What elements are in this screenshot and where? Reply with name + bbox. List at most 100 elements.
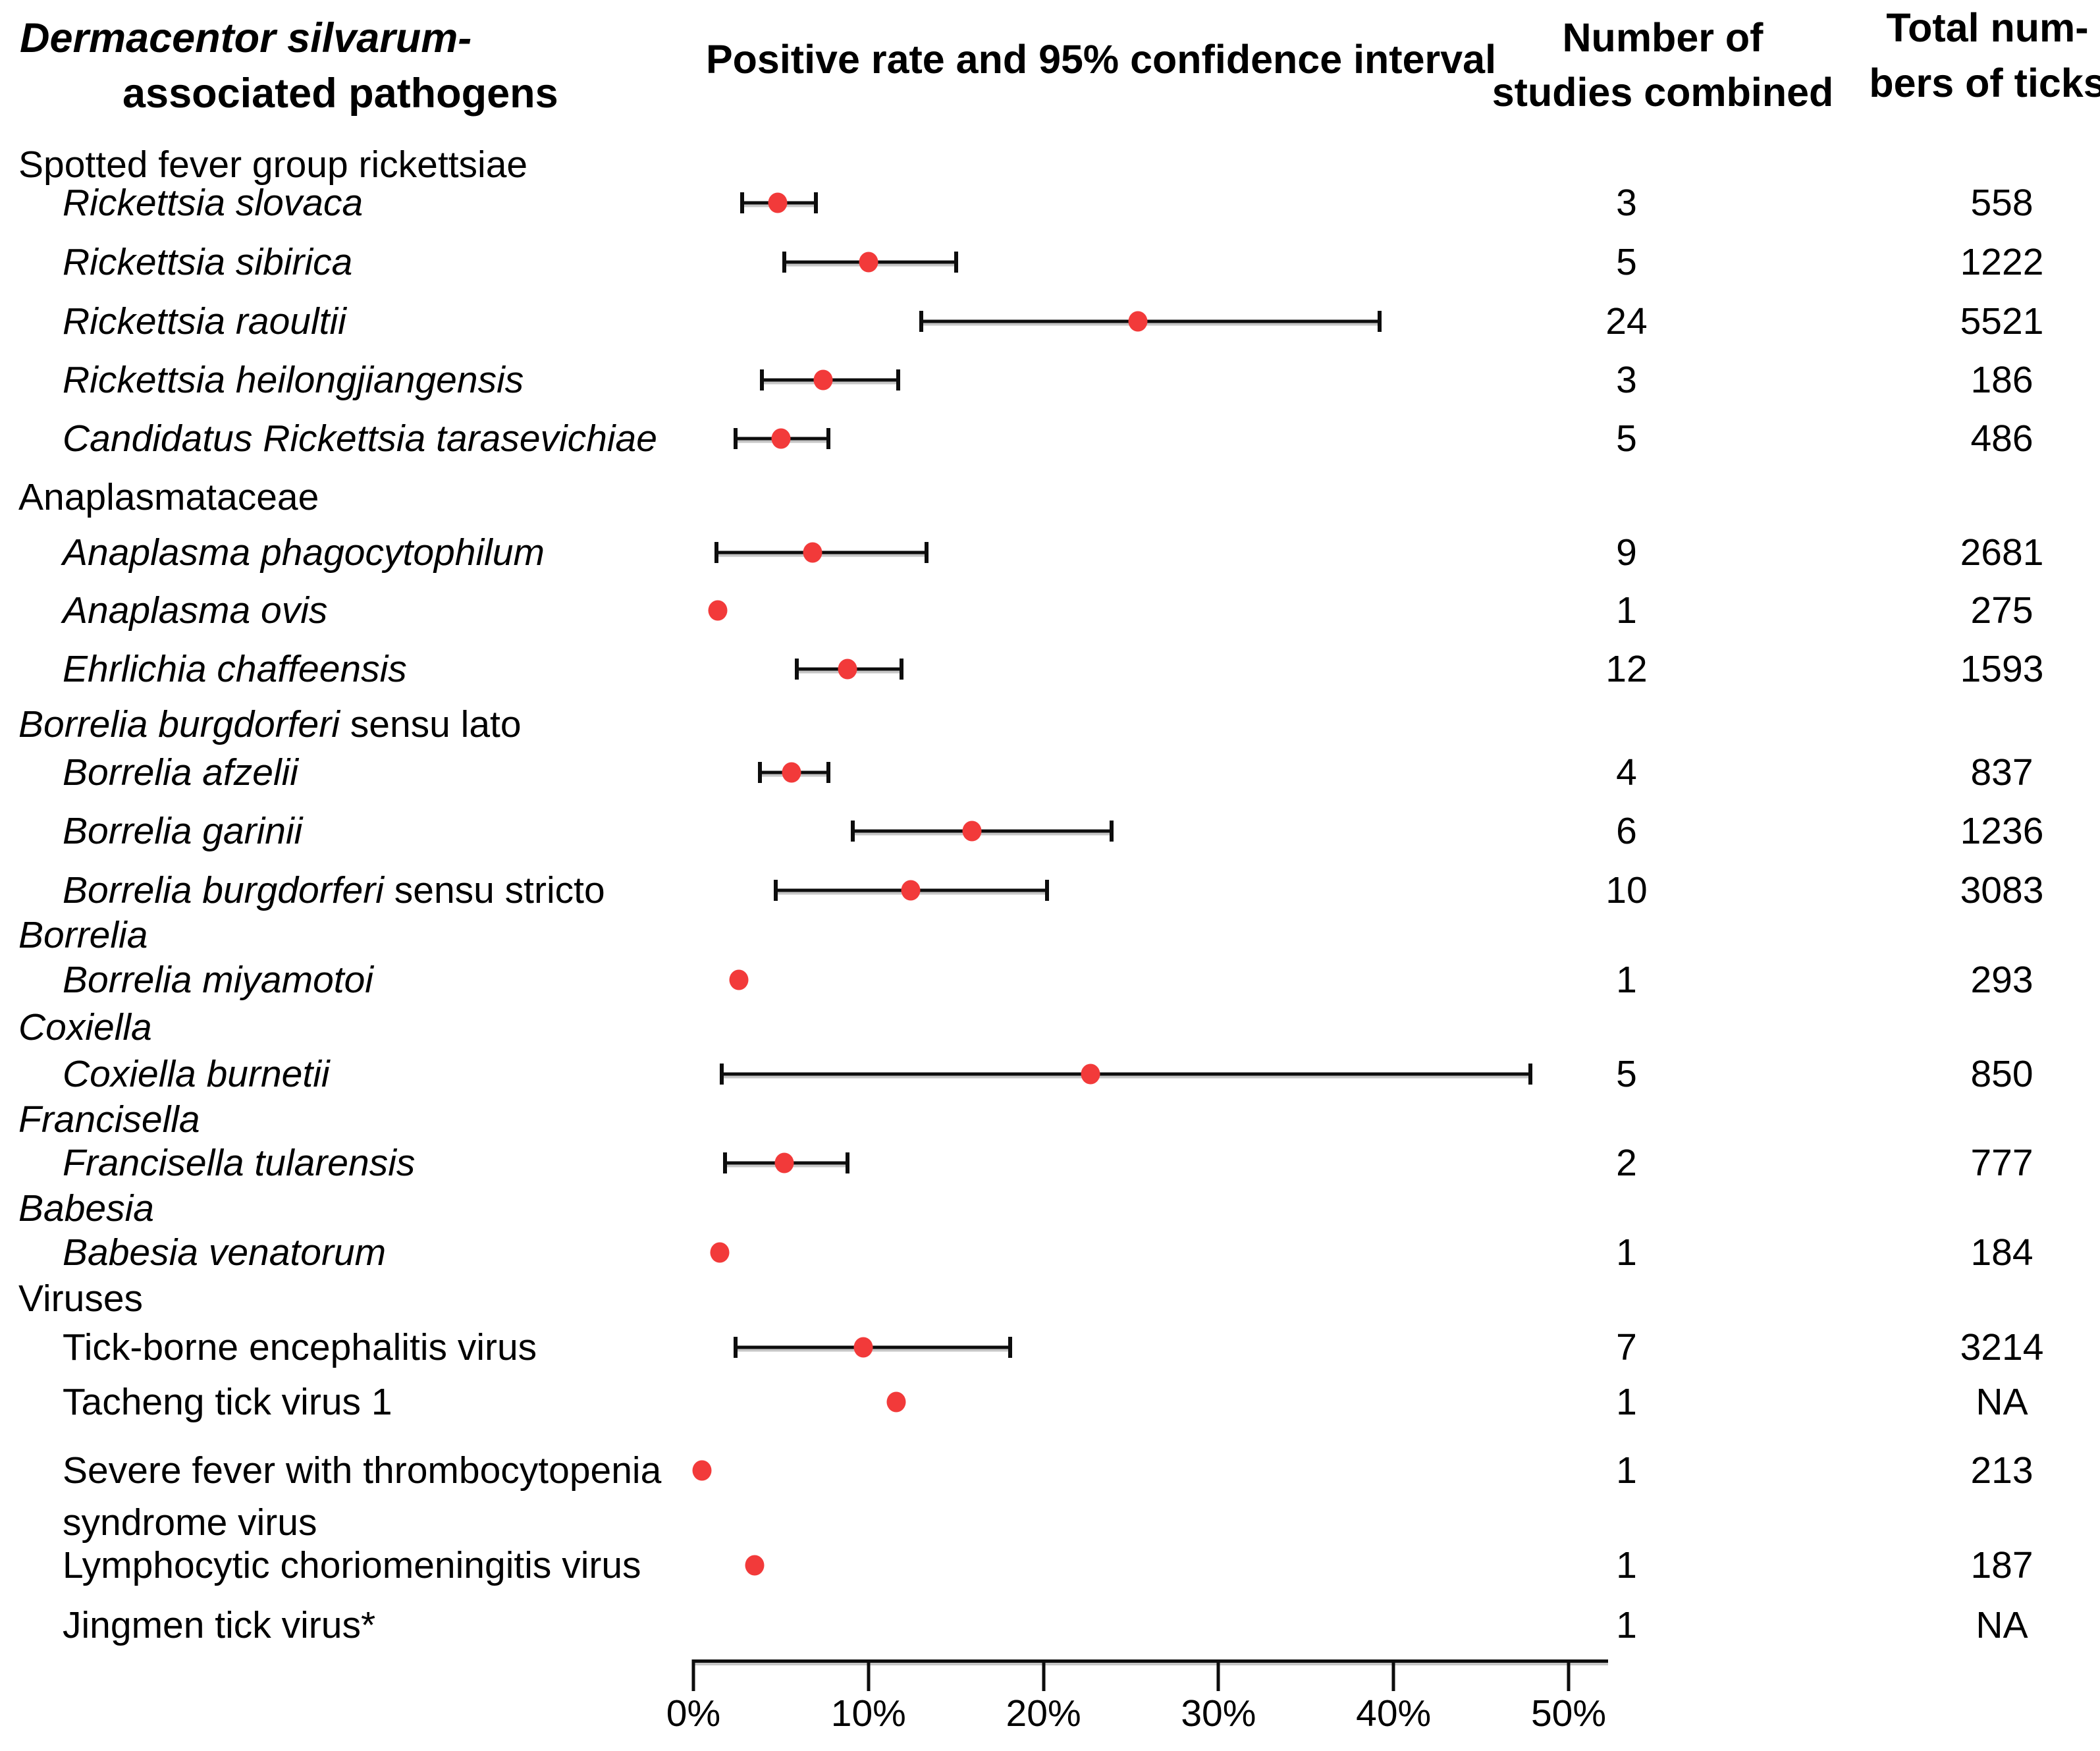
estimate-dot: [745, 1555, 765, 1576]
pathogen-label: Rickettsia raoultii: [63, 300, 346, 343]
estimate-dot: [853, 1337, 873, 1358]
ticks-value: 186: [1970, 359, 2033, 401]
label-text: Rickettsia heilongjiangensis: [63, 359, 524, 401]
ticks-value: 486: [1970, 418, 2033, 460]
ci-cap-right: [1377, 311, 1382, 332]
pathogen-label: Ehrlichia chaffeensis: [63, 647, 407, 691]
studies-value: 2: [1616, 1142, 1637, 1184]
estimate-dot: [729, 969, 749, 990]
estimate-dot: [1128, 311, 1148, 332]
ticks-value: 5521: [1960, 300, 2044, 342]
estimate-dot: [771, 428, 791, 449]
studies-value: 7: [1616, 1326, 1637, 1368]
ci-cap-right: [845, 1152, 849, 1173]
pathogen-label: Coxiella burnetii: [63, 1052, 330, 1096]
x-axis-tick: [1042, 1659, 1046, 1691]
x-axis-tick: [691, 1659, 695, 1691]
group-label: Viruses: [18, 1277, 143, 1320]
studies-value: 3: [1616, 182, 1637, 224]
x-axis-tick-label: 30%: [1181, 1692, 1256, 1735]
ci-cap-left: [740, 192, 745, 213]
label-text: Anaplasmataceae: [18, 476, 319, 518]
label-text: Borrelia burgdorferi: [63, 869, 384, 911]
x-axis-tick: [1391, 1659, 1395, 1691]
ci-cap-right: [896, 369, 900, 391]
estimate-dot: [859, 252, 878, 273]
ci-cap-left: [782, 252, 787, 273]
label-text: Lymphocytic choriomeningitis virus: [63, 1544, 641, 1586]
label-text: Borrelia garinii: [63, 810, 303, 852]
pathogen-label: Severe fever with thrombocytopenia: [63, 1449, 661, 1492]
group-label: Spotted fever group rickettsiae: [18, 143, 527, 186]
estimate-dot: [886, 1391, 906, 1413]
x-axis-tick: [867, 1659, 871, 1691]
ci-cap-left: [758, 762, 762, 783]
pathogen-label: Francisella tularensis: [63, 1141, 415, 1185]
label-text: Candidatus Rickettsia tarasevichiae: [63, 418, 657, 460]
studies-value: 12: [1605, 648, 1648, 690]
label-text: Rickettsia sibirica: [63, 241, 353, 283]
label-text: Tacheng tick virus 1: [63, 1381, 392, 1423]
studies-value: 4: [1616, 751, 1637, 794]
estimate-dot: [1081, 1064, 1100, 1085]
ticks-value: 184: [1970, 1231, 2033, 1274]
ci-cap-right: [1110, 821, 1114, 842]
studies-value: 6: [1616, 810, 1637, 852]
studies-value: 1: [1616, 959, 1637, 1001]
label-text: Anaplasma ovis: [63, 589, 328, 632]
group-label: Borrelia burgdorferi sensu lato: [18, 703, 522, 746]
x-axis-tick: [1567, 1659, 1571, 1691]
studies-value: 1: [1616, 1449, 1637, 1492]
pathogen-label: Borrelia afzelii: [63, 751, 298, 794]
studies-value: 5: [1616, 241, 1637, 283]
ticks-value: 1593: [1960, 648, 2044, 690]
studies-value: 1: [1616, 1604, 1637, 1646]
ticks-value: 850: [1970, 1053, 2033, 1095]
pathogen-label: Lymphocytic choriomeningitis virus: [63, 1544, 641, 1587]
estimate-dot: [710, 1242, 730, 1263]
studies-value: 5: [1616, 418, 1637, 460]
pathogen-label: Borrelia garinii: [63, 809, 302, 853]
estimate-dot: [774, 1152, 794, 1173]
ci-line: [921, 319, 1380, 323]
ci-cap-left: [759, 369, 764, 391]
ticks-value: 837: [1970, 751, 2033, 794]
title-regular-part: associated pathogens: [122, 70, 558, 117]
pathogen-label: Rickettsia slovaca: [63, 181, 363, 225]
x-axis-tick-label: 40%: [1356, 1692, 1432, 1735]
ci-cap-right: [826, 428, 830, 449]
pathogen-label: Borrelia miyamotoi: [63, 958, 373, 1002]
label-text: Severe fever with thrombocytopenia: [63, 1449, 662, 1492]
studies-value: 1: [1616, 1231, 1637, 1274]
label-text: Babesia venatorum: [63, 1231, 387, 1274]
ticks-value: 275: [1970, 589, 2033, 632]
x-axis-tick-label: 0%: [666, 1692, 721, 1735]
ticks-value: 187: [1970, 1544, 2033, 1586]
pathogen-label: Anaplasma phagocytophilum: [63, 531, 545, 574]
column-header-ticks-line2: bers of ticks: [1869, 61, 2100, 105]
label-text: Coxiella burnetii: [63, 1053, 330, 1095]
ticks-value: 213: [1970, 1449, 2033, 1492]
pathogen-label: Jingmen tick virus*: [63, 1603, 375, 1647]
ticks-value: 293: [1970, 959, 2033, 1001]
column-header-studies-line1: Number of: [1562, 15, 1763, 60]
ci-cap-right: [1528, 1064, 1532, 1085]
label-text: Spotted fever group rickettsiae: [18, 144, 528, 186]
ci-cap-left: [850, 821, 855, 842]
studies-value: 24: [1605, 300, 1648, 342]
label-text: Francisella: [18, 1098, 200, 1141]
ci-cap-right: [826, 762, 830, 783]
label-text: Borrelia: [18, 914, 148, 956]
label-text: Borrelia burgdorferi: [18, 703, 340, 745]
title-italic-part: Dermacentor silvarum-: [20, 15, 472, 61]
ticks-value: 558: [1970, 182, 2033, 224]
label-text: Borrelia miyamotoi: [63, 959, 373, 1001]
ci-cap-left: [714, 542, 718, 563]
ci-cap-right: [1044, 880, 1049, 901]
estimate-dot: [708, 600, 728, 621]
estimate-dot: [803, 542, 822, 563]
studies-value: 1: [1616, 1381, 1637, 1423]
column-header-pathogens-line1: Dermacentor silvarum-: [20, 14, 471, 62]
